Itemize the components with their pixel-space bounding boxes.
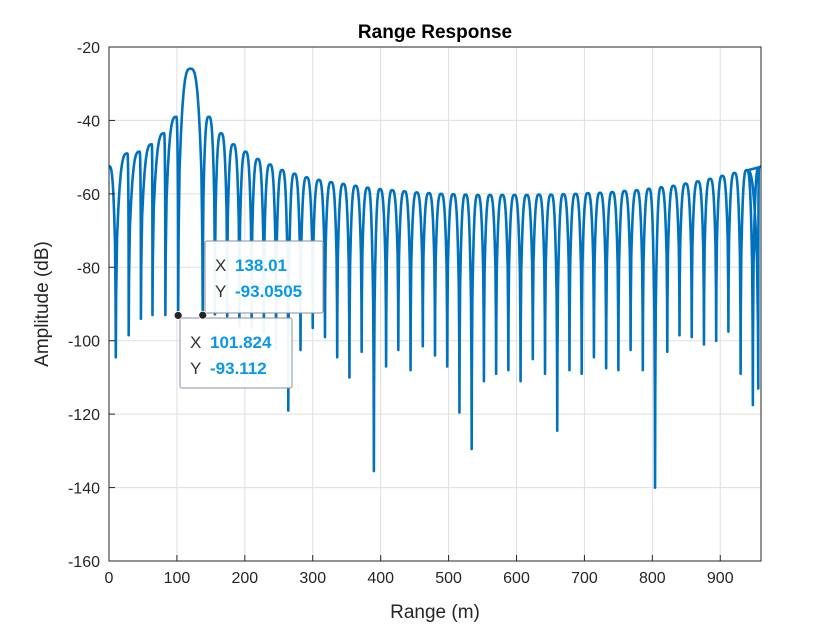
datatip-marker: [173, 311, 183, 320]
y-tick-label: -120: [68, 407, 100, 424]
x-tick-label: 500: [435, 570, 462, 587]
y-tick-label: -60: [77, 187, 100, 204]
chart-title: Range Response: [358, 22, 512, 43]
y-tick-label: -20: [77, 40, 100, 57]
y-axis-label: Amplitude (dB): [32, 241, 53, 367]
datatip-y-label: Y: [190, 359, 201, 378]
datatip-box: [179, 317, 293, 389]
x-tick-label: 800: [639, 570, 666, 587]
x-tick-label: 200: [231, 570, 258, 587]
series-group: [109, 67, 761, 489]
y-tick-label: -40: [77, 113, 100, 130]
y-tick-label: -160: [68, 554, 100, 571]
datatip-group: X 138.01 Y -93.0505 X 101.824 Y -93.112: [173, 240, 324, 389]
x-tick-label: 400: [367, 570, 394, 587]
x-tick-label: 100: [164, 570, 191, 587]
datatip-marker: [198, 310, 208, 320]
datatip-x-value: 138.01: [235, 256, 287, 275]
datatip-x-label: X: [215, 256, 226, 275]
y-tick-label: -80: [77, 260, 100, 277]
x-axis-label: Range (m): [390, 602, 480, 623]
datatip-y-label: Y: [215, 282, 226, 301]
x-tick-label: 600: [503, 570, 530, 587]
y-tick-label: -100: [68, 334, 100, 351]
datatip-y-value: -93.112: [210, 359, 267, 378]
plot-area: 0 100 200 300 400 500 600 700 800 900 -160 -140 -120…: [68, 40, 762, 587]
x-tick-label: 0: [105, 570, 114, 587]
x-tick-label: 700: [571, 570, 598, 587]
y-tick-label: -140: [68, 481, 100, 498]
datatip: X 138.01 Y -93.0505: [204, 240, 324, 314]
series-line: [109, 67, 761, 489]
datatip-x-value: 101.824: [210, 333, 272, 352]
x-tick-label: 300: [299, 570, 326, 587]
datatip-y-value: -93.0505: [235, 282, 302, 301]
axes-box: [108, 46, 762, 562]
datatip-box: [204, 240, 324, 314]
datatip: X 101.824 Y -93.112: [179, 317, 293, 389]
x-tick-label: 900: [707, 570, 734, 587]
tick-group: 0 100 200 300 400 500 600 700 800 900 -160 -140 -120…: [68, 40, 734, 587]
datatip-x-label: X: [190, 333, 201, 352]
